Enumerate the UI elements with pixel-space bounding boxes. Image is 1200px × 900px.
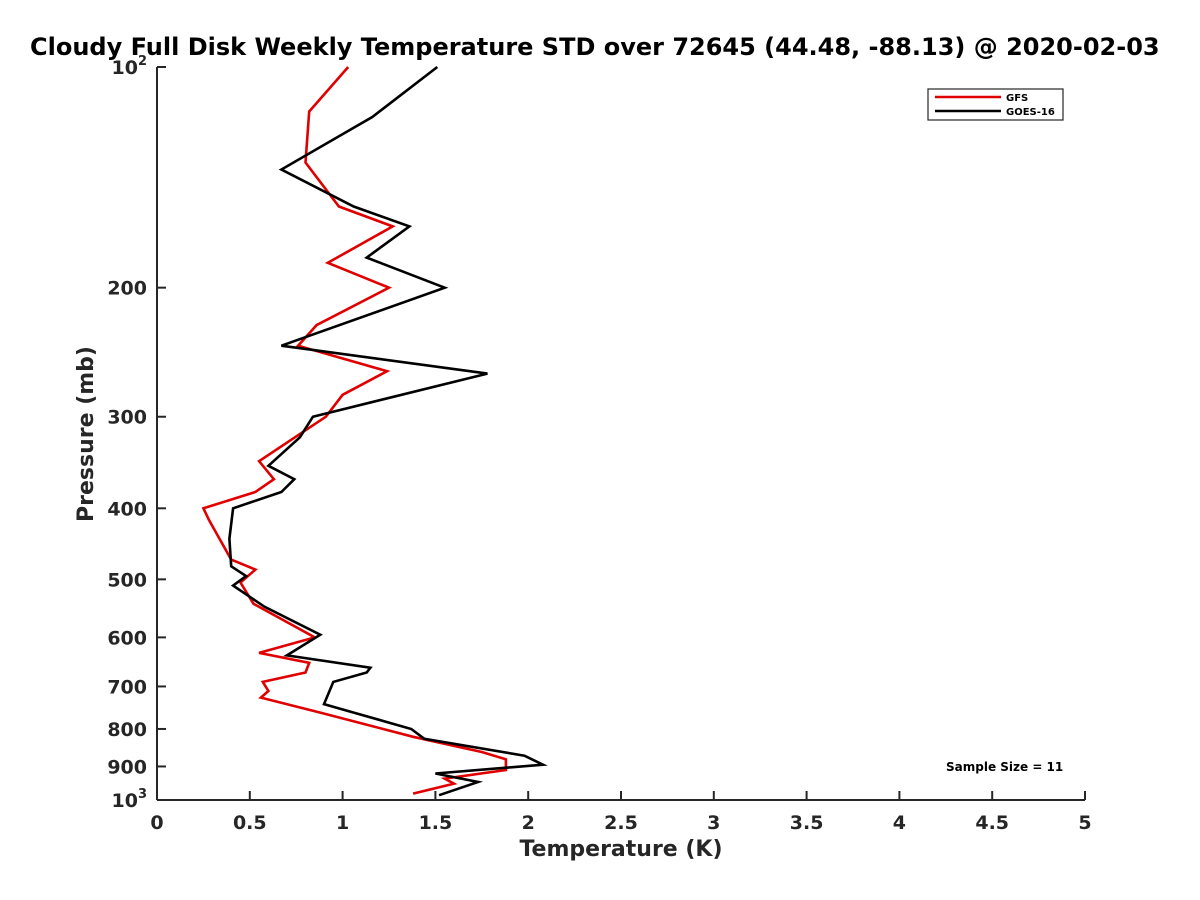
legend: GFS GOES-16: [927, 88, 1064, 121]
y-tick-label: 102: [112, 54, 148, 79]
sample-size-annotation: Sample Size = 11: [946, 760, 1063, 774]
y-tick-label: 400: [107, 498, 147, 520]
x-tick-label: 1: [336, 812, 349, 834]
x-tick-label: 5: [1078, 812, 1091, 834]
series-line-goes-16: [228, 65, 548, 797]
legend-label-goes: GOES-16: [1006, 107, 1055, 118]
legend-label-gfs: GFS: [1006, 93, 1028, 104]
y-tick-label: 300: [107, 407, 147, 429]
chart-title: Cloudy Full Disk Weekly Temperature STD …: [30, 33, 1160, 61]
plot-area: [157, 67, 1085, 800]
x-tick-label: 2.5: [604, 812, 638, 834]
y-tick-label: 103: [112, 787, 148, 812]
legend-box: [927, 88, 1064, 121]
x-tick-label: 4: [893, 812, 906, 834]
tick-layer: 0 0.5 1 1.5 2 2.5 3 3.5 4 4.5 5 102 200 300 400 500 600 7…: [107, 54, 1091, 834]
x-tick-label: 0: [150, 812, 163, 834]
y-tick-label: 700: [107, 676, 147, 698]
x-tick-label: 3: [707, 812, 720, 834]
x-axis-label: Temperature (K): [519, 837, 722, 862]
series-layer: [201, 65, 548, 797]
x-tick-label: 2: [522, 812, 535, 834]
x-tick-label: 1.5: [419, 812, 453, 834]
x-tick-label: 0.5: [233, 812, 267, 834]
y-axis-label: Pressure (mb): [74, 346, 99, 522]
y-tick-label: 200: [107, 278, 147, 300]
y-tick-label: 900: [107, 756, 147, 778]
x-tick-label: 3.5: [790, 812, 824, 834]
x-tick-label: 4.5: [975, 812, 1009, 834]
y-tick-label: 600: [107, 627, 147, 649]
y-tick-label: 500: [107, 569, 147, 591]
y-tick-label: 800: [107, 719, 147, 741]
